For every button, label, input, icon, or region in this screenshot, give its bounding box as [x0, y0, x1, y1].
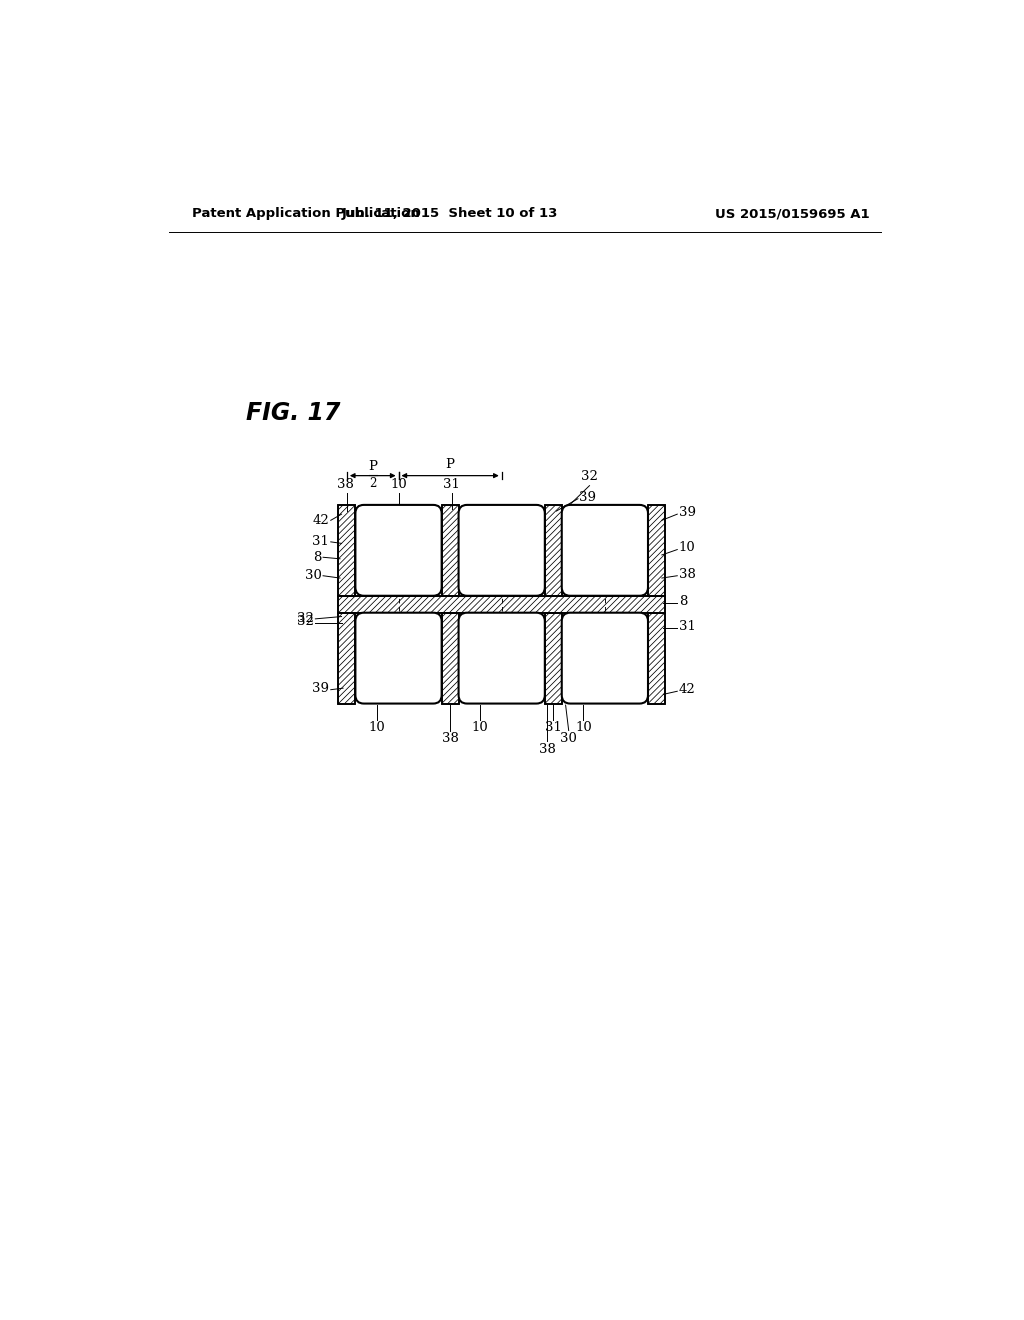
- Text: 31: 31: [545, 721, 562, 734]
- Text: 31: 31: [443, 478, 460, 491]
- Text: 32: 32: [581, 470, 598, 483]
- Bar: [545, 612, 562, 704]
- Bar: [441, 612, 459, 704]
- Text: 38: 38: [337, 478, 354, 491]
- Text: 30: 30: [560, 733, 578, 744]
- Text: 31: 31: [312, 536, 330, 548]
- FancyBboxPatch shape: [562, 506, 648, 595]
- Bar: [648, 612, 665, 704]
- Text: 42: 42: [679, 684, 695, 696]
- Text: P: P: [445, 458, 455, 471]
- Text: 38: 38: [679, 568, 695, 581]
- Bar: [339, 612, 355, 704]
- Bar: [441, 612, 459, 704]
- Bar: [339, 595, 665, 612]
- FancyBboxPatch shape: [562, 612, 648, 704]
- Text: 10: 10: [574, 721, 592, 734]
- Text: 39: 39: [580, 491, 596, 504]
- Text: 31: 31: [679, 620, 695, 634]
- Text: 38: 38: [441, 733, 459, 744]
- Bar: [545, 612, 562, 704]
- Text: 10: 10: [472, 721, 488, 734]
- Bar: [441, 506, 459, 595]
- FancyBboxPatch shape: [459, 506, 545, 595]
- Bar: [339, 612, 355, 704]
- Text: US 2015/0159695 A1: US 2015/0159695 A1: [716, 207, 870, 220]
- Text: Jun. 11, 2015  Sheet 10 of 13: Jun. 11, 2015 Sheet 10 of 13: [342, 207, 558, 220]
- Text: 38: 38: [539, 743, 556, 756]
- Text: 32: 32: [297, 615, 313, 628]
- Text: 2: 2: [369, 478, 377, 490]
- Bar: [339, 506, 355, 595]
- Bar: [545, 506, 562, 595]
- Text: 39: 39: [679, 506, 695, 519]
- Text: FIG. 17: FIG. 17: [246, 400, 341, 425]
- Text: 10: 10: [390, 478, 407, 491]
- FancyBboxPatch shape: [355, 506, 441, 595]
- Text: 42: 42: [312, 513, 330, 527]
- Text: 39: 39: [312, 681, 330, 694]
- Text: 8: 8: [679, 595, 687, 609]
- Text: 8: 8: [313, 550, 322, 564]
- Bar: [648, 612, 665, 704]
- Bar: [339, 595, 665, 612]
- Text: 30: 30: [305, 569, 322, 582]
- Text: P: P: [369, 459, 377, 473]
- Text: Patent Application Publication: Patent Application Publication: [193, 207, 420, 220]
- Bar: [441, 506, 459, 595]
- FancyBboxPatch shape: [459, 612, 545, 704]
- Bar: [339, 506, 355, 595]
- Text: 10: 10: [679, 541, 695, 554]
- Bar: [648, 506, 665, 595]
- Bar: [545, 506, 562, 595]
- Bar: [648, 506, 665, 595]
- FancyBboxPatch shape: [355, 612, 441, 704]
- Text: 32: 32: [297, 612, 313, 626]
- Text: 10: 10: [369, 721, 385, 734]
